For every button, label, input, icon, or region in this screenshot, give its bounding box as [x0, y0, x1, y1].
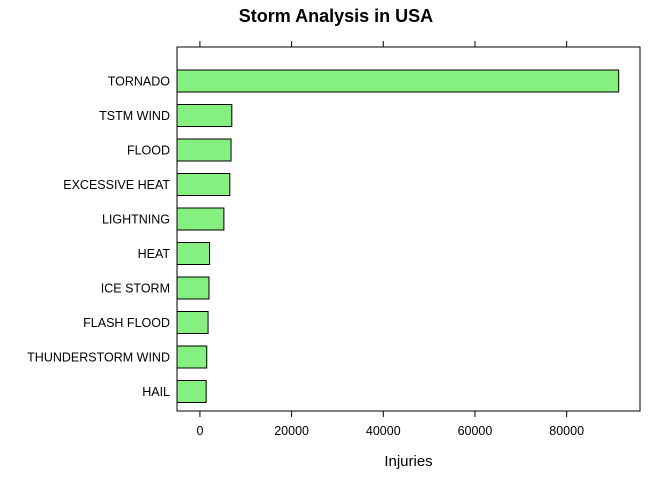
category-label: TORNADO: [108, 75, 171, 89]
category-labels: TORNADO TSTM WIND FLOOD EXCESSIVE HEAT LIGHT…: [27, 75, 170, 400]
x-tick-label: 80000: [549, 424, 584, 438]
category-label: FLOOD: [127, 144, 170, 158]
category-label: TSTM WIND: [99, 109, 170, 123]
category-label: THUNDERSTORM WIND: [27, 351, 170, 365]
bar-thunderstorm-wind: [176, 345, 208, 369]
bars-layer: [176, 69, 620, 403]
bar-tornado: [176, 69, 620, 93]
bar-heat: [176, 242, 211, 265]
bar-lightning: [176, 207, 225, 231]
x-tick-label: 20000: [274, 424, 309, 438]
category-label: ICE STORM: [101, 282, 170, 296]
bar-ice-storm: [176, 276, 210, 300]
bar-hail: [176, 380, 207, 403]
category-label: EXCESSIVE HEAT: [63, 178, 170, 192]
x-axis-title: Injuries: [384, 453, 432, 470]
bar-excessive-heat: [176, 173, 231, 196]
x-tick-label: 0: [196, 424, 203, 438]
x-tick-label: 40000: [366, 424, 401, 438]
category-label: FLASH FLOOD: [83, 316, 170, 330]
category-label: LIGHTNING: [102, 213, 170, 227]
bar-flash-flood: [176, 311, 209, 334]
x-tick-label: 60000: [458, 424, 493, 438]
category-label: HEAT: [138, 247, 171, 261]
plot-frame: [176, 46, 641, 412]
x-axis-ticks: 0 20000 40000 60000 80000: [196, 41, 584, 438]
bar-tstm-wind: [176, 104, 233, 127]
chart-title: Storm Analysis in USA: [239, 6, 433, 26]
category-label: HAIL: [142, 385, 170, 399]
bar-flood: [176, 138, 232, 162]
